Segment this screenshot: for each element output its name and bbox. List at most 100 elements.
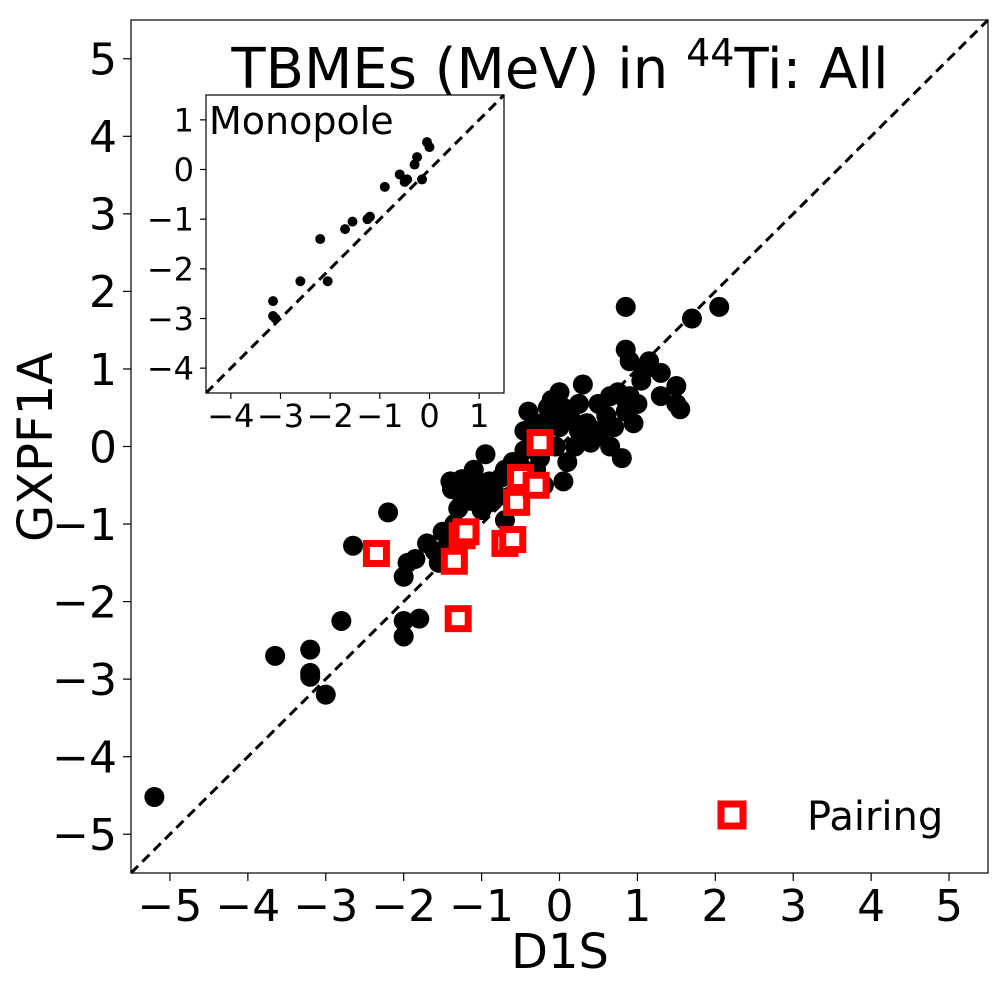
- main-pairing-point-9: [522, 471, 550, 499]
- inset-y-tick-label-2: −2: [147, 250, 194, 288]
- inset-y-tick-label-5: 1: [174, 101, 194, 139]
- inset-series-0-point-6: [340, 224, 351, 235]
- main-series-0-point-4: [300, 666, 321, 687]
- inset-series-0-point-7: [347, 216, 358, 227]
- legend-marker-pairing: [717, 800, 747, 830]
- inset-series-0-point-4: [315, 234, 326, 245]
- main-pairing-point-0: [362, 540, 390, 568]
- inset-x-tick-label-2: −2: [307, 397, 354, 435]
- main-series-0-point-5: [315, 684, 336, 705]
- main-y-tick-label-5: 0: [89, 422, 117, 473]
- main-pairing-point-7: [503, 488, 531, 516]
- x-axis-label: D1S: [511, 924, 609, 980]
- main-pairing-point-1: [440, 547, 468, 575]
- main-series-0-point-89: [627, 393, 648, 414]
- main-x-tick-label-0: −5: [138, 881, 203, 932]
- main-series-0-point-96: [666, 376, 687, 397]
- chart-title-main: TBMEs (MeV) in: [230, 37, 686, 102]
- inset-series-0-point-0: [268, 296, 279, 307]
- main-points: [144, 296, 730, 808]
- inset-plot-frame: [205, 94, 505, 394]
- main-x-tick-label-4: −1: [449, 881, 514, 932]
- main-series-0-point-97: [670, 399, 691, 420]
- main-series-0-point-0: [144, 787, 165, 808]
- inset-x-tick-label-0: −4: [207, 397, 254, 435]
- main-x-tick-label-3: −2: [371, 881, 436, 932]
- main-series-0-point-12: [393, 626, 414, 647]
- main-pairing-point-6: [499, 526, 527, 554]
- main-x-axis: −5 −4 −3 −2 −1 0 1 2 3 4 5: [138, 873, 963, 932]
- main-y-tick-label-4: −1: [52, 500, 117, 551]
- main-series-0-point-63: [553, 471, 574, 492]
- inset-title: Monopole: [209, 99, 394, 143]
- inset-series-0-point-5: [322, 276, 333, 287]
- inset-identity-line: [204, 93, 506, 395]
- main-series-0-point-15: [409, 608, 430, 629]
- inset-y-axis: −4 −3 −2 −1 0 1: [147, 101, 206, 388]
- inset-x-axis: −4 −3 −2 −1 0 1: [207, 393, 489, 435]
- main-series-0-point-81: [611, 448, 632, 469]
- inset-y-tick-label-3: −1: [147, 201, 194, 239]
- main-series-0-point-88: [623, 413, 644, 434]
- main-series-0-point-87: [619, 351, 640, 372]
- main-y-tick-label-10: 5: [89, 35, 117, 86]
- inset-x-tick-label-4: 0: [419, 397, 439, 435]
- inset-plot: −4 −3 −2 −1 0 1 −4−3−2−101 Monopole: [147, 93, 506, 435]
- main-x-tick-label-5: 0: [546, 881, 574, 932]
- inset-x-tick-label-1: −3: [257, 397, 304, 435]
- inset-x-tick-label-3: −1: [356, 397, 403, 435]
- legend-label-pairing: Pairing: [807, 794, 943, 840]
- main-pairing-point-2: [444, 605, 472, 633]
- main-series-0-point-1: [265, 645, 286, 666]
- main-series-0-point-98: [681, 308, 702, 329]
- main-y-tick-label-7: 2: [89, 267, 117, 318]
- main-series-0-point-31: [463, 459, 484, 480]
- main-series-0-point-35: [475, 444, 496, 465]
- main-series-0-point-7: [343, 535, 364, 556]
- main-x-tick-label-6: 1: [623, 881, 651, 932]
- main-y-tick-label-8: 3: [89, 190, 117, 241]
- chart-title: TBMEs (MeV) in 44Ti: All: [230, 31, 888, 102]
- chart-title-superscript: 44: [686, 31, 734, 75]
- inset-series-0-point-10: [379, 181, 390, 192]
- main-series-0-point-94: [650, 362, 671, 383]
- main-x-tick-label-1: −4: [215, 881, 280, 932]
- main-series-0-point-99: [709, 296, 730, 317]
- main-series-0-point-85: [615, 296, 636, 317]
- main-identity-line: [129, 18, 990, 875]
- main-pairing-point-10: [526, 429, 554, 457]
- inset-series-0-point-11: [394, 169, 405, 180]
- main-y-tick-label-1: −4: [52, 733, 117, 784]
- main-series-0-point-65: [557, 452, 578, 473]
- main-series-0-point-6: [331, 610, 352, 631]
- main-y-axis: −5 −4 −3 −2 −1 0 1 2 3 4 5: [52, 35, 131, 861]
- main-y-tick-label-9: 4: [89, 112, 117, 163]
- inset-points: [268, 137, 435, 324]
- inset-series-0-point-13: [402, 174, 413, 185]
- chart-title-rest: Ti: All: [733, 37, 888, 102]
- inset-y-tick-label-0: −4: [147, 350, 194, 388]
- main-x-tick-label-8: 3: [779, 881, 807, 932]
- inset-series-0-point-16: [417, 174, 428, 185]
- main-x-tick-label-10: 5: [935, 881, 963, 932]
- main-series-0-point-9: [378, 502, 399, 523]
- inset-x-tick-label-5: 1: [469, 397, 489, 435]
- inset-series-0-point-15: [412, 152, 423, 163]
- y-axis-label: GXPF1A: [8, 352, 64, 542]
- main-y-tick-label-3: −2: [52, 577, 117, 628]
- main-series-0-point-2: [300, 639, 321, 660]
- inset-series-0-point-18: [424, 142, 435, 153]
- legend: Pairing: [717, 794, 943, 840]
- main-series-0-point-67: [565, 436, 586, 457]
- main-series-0-point-11: [393, 610, 414, 631]
- main-series-0-point-61: [549, 382, 570, 403]
- main-y-tick-label-6: 1: [89, 345, 117, 396]
- inset-series-0-point-3: [295, 276, 306, 287]
- main-series-0-point-79: [604, 417, 625, 438]
- inset-y-tick-label-1: −3: [147, 300, 194, 338]
- main-series-0-point-93: [650, 386, 671, 407]
- main-y-tick-label-2: −3: [52, 655, 117, 706]
- main-x-tick-label-2: −3: [293, 881, 358, 932]
